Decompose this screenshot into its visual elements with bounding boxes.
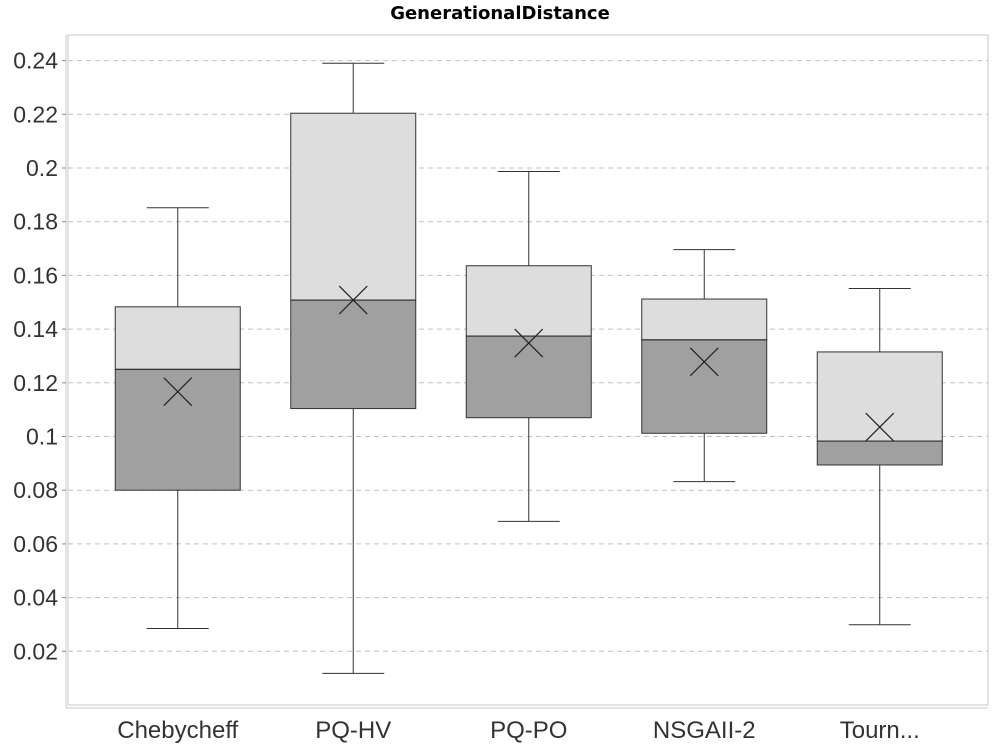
box-series bbox=[114, 62, 943, 674]
y-tick-labels: 0.02 0.04 0.06 0.08 0.1 0.12 0.14 0.16 0.18 0.2 0.… bbox=[13, 48, 58, 665]
x-tick-label: Chebycheff bbox=[117, 717, 238, 744]
chart-title: GenerationalDistance bbox=[390, 3, 610, 24]
mean-marker bbox=[865, 412, 895, 442]
box-tourn bbox=[816, 288, 943, 626]
lower-box bbox=[816, 440, 943, 466]
y-tick-label: 0.04 bbox=[13, 585, 58, 611]
y-tick-label: 0.2 bbox=[26, 155, 58, 181]
grid-lines bbox=[62, 60, 988, 652]
x-tick-label: PQ-HV bbox=[315, 717, 391, 744]
y-tick-label: 0.12 bbox=[13, 370, 58, 396]
lower-box bbox=[465, 335, 592, 419]
box-nsgaii-2 bbox=[641, 249, 768, 483]
y-tick-label: 0.18 bbox=[13, 209, 58, 235]
y-tick-label: 0.02 bbox=[13, 638, 58, 664]
x-tick-labels: Chebycheff PQ-HV PQ-PO NSGAII-2 Tourn... bbox=[117, 717, 920, 744]
box-pq-po bbox=[465, 170, 592, 522]
upper-box bbox=[290, 112, 417, 301]
mean-marker bbox=[163, 377, 193, 407]
y-tick-label: 0.06 bbox=[13, 531, 58, 557]
upper-box bbox=[465, 265, 592, 337]
y-tick-label: 0.1 bbox=[26, 424, 58, 450]
box-pq-hv bbox=[290, 62, 417, 674]
mean-marker bbox=[689, 347, 719, 377]
lower-box bbox=[114, 368, 241, 491]
upper-box bbox=[641, 298, 768, 341]
y-tick-label: 0.24 bbox=[13, 48, 58, 74]
lower-box bbox=[641, 339, 768, 434]
lower-box bbox=[290, 299, 417, 410]
x-tick-label: PQ-PO bbox=[490, 717, 567, 744]
y-tick-label: 0.14 bbox=[13, 316, 58, 342]
mean-marker bbox=[514, 328, 544, 358]
x-tick-label: Tourn... bbox=[840, 717, 920, 744]
y-tick-label: 0.08 bbox=[13, 477, 58, 503]
upper-box bbox=[114, 306, 241, 370]
box-chebycheff bbox=[114, 207, 241, 629]
y-tick-label: 0.16 bbox=[13, 262, 58, 288]
x-tick-label: NSGAII-2 bbox=[653, 717, 756, 744]
y-tick-label: 0.22 bbox=[13, 101, 58, 127]
mean-marker bbox=[338, 285, 368, 315]
